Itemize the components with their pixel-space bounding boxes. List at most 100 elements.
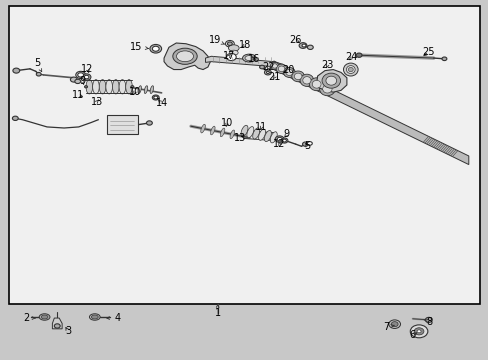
Text: 7: 7	[382, 322, 394, 332]
Circle shape	[154, 96, 158, 99]
Ellipse shape	[276, 64, 286, 73]
Ellipse shape	[172, 48, 197, 64]
Ellipse shape	[285, 69, 292, 76]
Ellipse shape	[258, 129, 265, 140]
FancyBboxPatch shape	[9, 6, 479, 304]
Circle shape	[146, 121, 152, 125]
Circle shape	[416, 330, 420, 333]
Text: 10: 10	[128, 87, 141, 97]
Circle shape	[84, 75, 89, 79]
Ellipse shape	[39, 314, 50, 320]
Text: 8: 8	[423, 317, 432, 327]
Text: 13: 13	[233, 133, 245, 143]
Circle shape	[131, 86, 134, 88]
Ellipse shape	[150, 86, 153, 94]
Polygon shape	[273, 61, 468, 165]
Text: 22: 22	[262, 62, 275, 72]
Ellipse shape	[271, 64, 277, 68]
Text: 15: 15	[130, 42, 148, 51]
Text: 2: 2	[23, 313, 35, 323]
Circle shape	[299, 42, 306, 48]
Text: 25: 25	[422, 46, 434, 57]
Text: 21: 21	[268, 72, 280, 82]
Ellipse shape	[246, 127, 253, 138]
Circle shape	[409, 325, 427, 338]
Ellipse shape	[41, 315, 48, 319]
Text: 23: 23	[321, 60, 333, 70]
Text: 16: 16	[247, 54, 260, 64]
Circle shape	[82, 74, 91, 80]
Ellipse shape	[343, 63, 357, 76]
Ellipse shape	[91, 315, 98, 319]
Text: 24: 24	[345, 52, 357, 62]
Text: 18: 18	[239, 40, 251, 50]
Ellipse shape	[291, 71, 304, 82]
Ellipse shape	[347, 67, 352, 72]
Circle shape	[13, 68, 20, 73]
Circle shape	[441, 57, 446, 60]
Circle shape	[277, 137, 282, 141]
Text: 20: 20	[282, 64, 294, 75]
Text: 11: 11	[71, 90, 83, 100]
Ellipse shape	[244, 55, 253, 60]
Circle shape	[281, 138, 287, 143]
Polygon shape	[316, 69, 346, 92]
Ellipse shape	[176, 51, 193, 62]
Text: 1: 1	[214, 305, 220, 318]
Circle shape	[275, 136, 284, 142]
Circle shape	[36, 72, 41, 76]
Text: 17: 17	[222, 51, 235, 61]
Ellipse shape	[242, 54, 256, 62]
Ellipse shape	[112, 80, 119, 94]
Text: 3: 3	[65, 326, 71, 336]
Ellipse shape	[220, 128, 224, 137]
Text: 10: 10	[221, 118, 233, 128]
Ellipse shape	[302, 77, 310, 84]
Circle shape	[12, 116, 18, 121]
Polygon shape	[52, 318, 62, 329]
Circle shape	[282, 139, 286, 142]
Ellipse shape	[278, 66, 284, 72]
Ellipse shape	[89, 314, 100, 320]
Ellipse shape	[229, 50, 238, 55]
Text: 19: 19	[209, 35, 224, 45]
Text: 12: 12	[81, 64, 94, 74]
Ellipse shape	[228, 45, 239, 51]
Text: 5: 5	[34, 58, 41, 72]
Ellipse shape	[325, 76, 336, 85]
Circle shape	[54, 324, 60, 328]
Circle shape	[76, 71, 85, 78]
Text: 12: 12	[273, 139, 285, 149]
Ellipse shape	[99, 80, 106, 94]
Ellipse shape	[300, 74, 313, 86]
Circle shape	[70, 77, 77, 82]
Ellipse shape	[264, 130, 271, 141]
Ellipse shape	[106, 80, 112, 94]
Ellipse shape	[312, 80, 321, 88]
Text: 26: 26	[289, 35, 301, 45]
Ellipse shape	[201, 124, 205, 133]
Ellipse shape	[144, 86, 147, 94]
Text: 14: 14	[155, 98, 167, 108]
Circle shape	[259, 65, 264, 69]
Circle shape	[152, 46, 159, 51]
Polygon shape	[205, 56, 283, 67]
Text: 11: 11	[255, 122, 267, 132]
Ellipse shape	[322, 73, 340, 88]
Circle shape	[225, 41, 234, 47]
Text: 5: 5	[303, 141, 309, 151]
Circle shape	[307, 45, 313, 49]
Text: 6: 6	[409, 330, 416, 340]
Ellipse shape	[86, 80, 92, 94]
Circle shape	[388, 320, 400, 328]
Ellipse shape	[125, 80, 132, 94]
Text: 13: 13	[90, 97, 102, 107]
Polygon shape	[163, 43, 210, 69]
Text: 9: 9	[80, 76, 85, 86]
Ellipse shape	[322, 85, 331, 93]
Circle shape	[266, 71, 269, 73]
Ellipse shape	[252, 128, 259, 139]
Text: 9: 9	[283, 129, 289, 139]
Ellipse shape	[270, 62, 279, 69]
Ellipse shape	[283, 67, 295, 77]
